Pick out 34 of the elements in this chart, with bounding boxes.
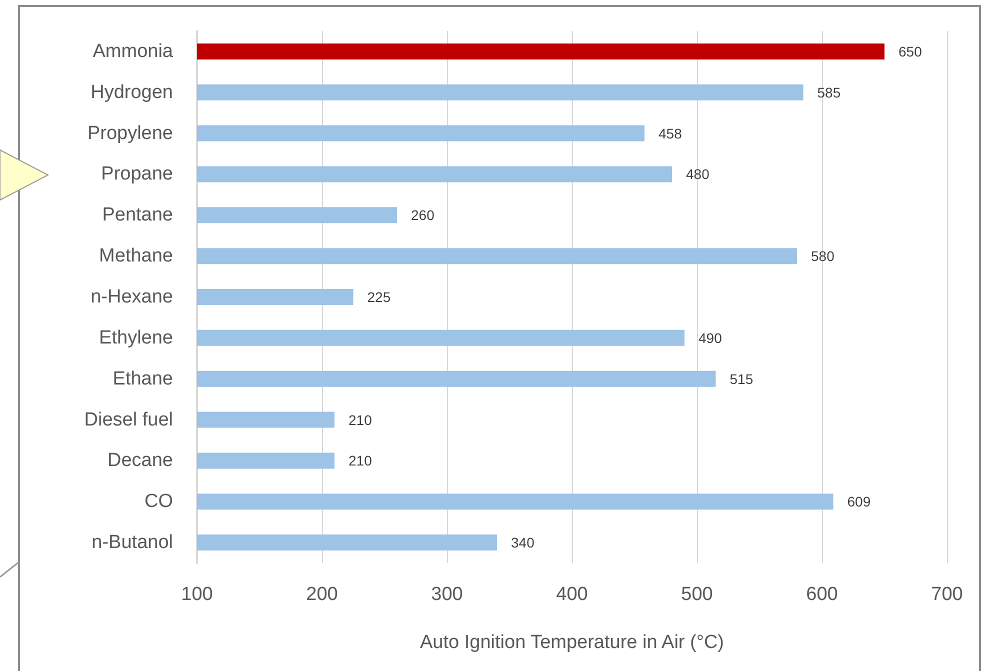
y-tick-label: Decane [108, 450, 173, 472]
y-tick-label: CO [144, 491, 173, 512]
data-label: 210 [348, 452, 372, 469]
y-tick-label: Pentane [102, 204, 173, 226]
data-label: 515 [730, 370, 754, 387]
y-tick-label: Ethylene [99, 327, 173, 348]
x-tick-label: 600 [806, 584, 838, 605]
x-tick-label: 700 [931, 584, 963, 605]
data-label: 260 [411, 207, 435, 224]
x-tick-label: 500 [681, 584, 713, 605]
y-tick-label: n-Butanol [92, 532, 173, 554]
data-label: 650 [898, 43, 922, 60]
data-label: 580 [811, 248, 835, 264]
y-tick-label: n-Hexane [90, 286, 173, 308]
x-tick-label: 100 [181, 584, 213, 605]
data-label: 225 [367, 289, 391, 305]
y-tick-label: Hydrogen [90, 82, 173, 103]
y-tick-label: Ammonia [92, 40, 174, 62]
x-axis-title: Auto Ignition Temperature in Air (°C) [420, 632, 724, 653]
y-tick-label: Ethane [112, 368, 173, 390]
data-label: 609 [847, 494, 871, 510]
data-label: 480 [686, 166, 710, 182]
y-tick-label: Propane [101, 164, 173, 185]
y-tick-label: Methane [99, 246, 173, 267]
y-tick-label: Diesel fuel [84, 409, 173, 430]
x-tick-label: 200 [306, 584, 338, 605]
data-label: 585 [817, 84, 841, 100]
data-label: 458 [658, 125, 682, 142]
data-label: 340 [511, 534, 535, 551]
data-label: 490 [698, 330, 722, 346]
data-label: 210 [348, 412, 372, 428]
x-tick-label: 400 [556, 584, 588, 605]
y-tick-label: Propylene [87, 122, 173, 144]
x-tick-label: 300 [431, 584, 463, 605]
